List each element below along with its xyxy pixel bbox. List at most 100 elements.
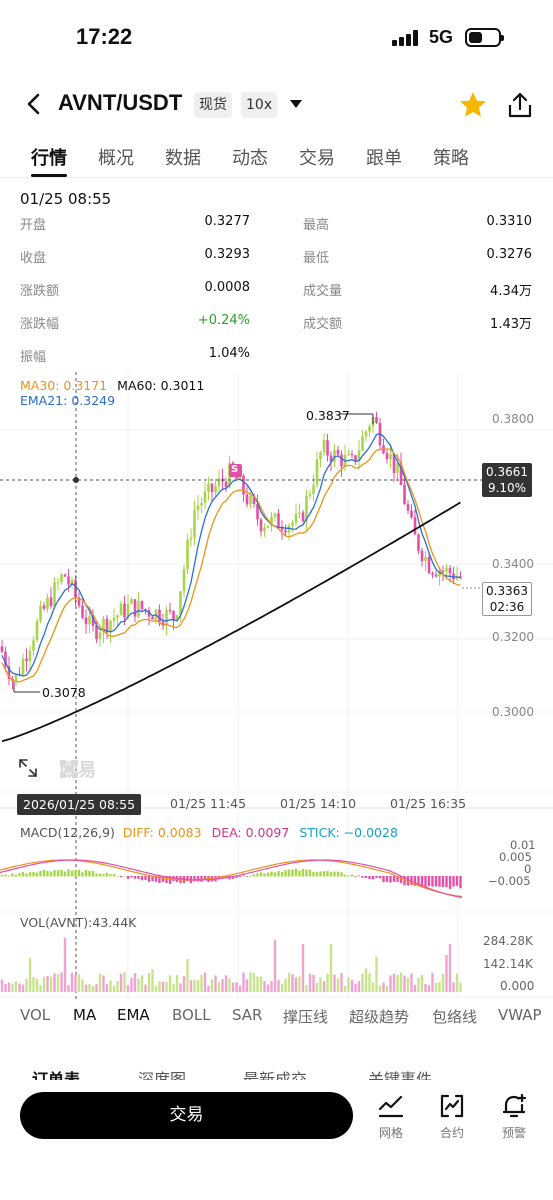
macd-legend: MACD(12,26,9) DIFF: 0.0083 DEA: 0.0097 S… [20,825,398,840]
volume-bar [42,976,46,992]
vol-legend: VOL(AVNT):43.44K [20,915,137,930]
volume-bar [77,974,81,992]
candle-body [53,582,56,607]
grid-button[interactable]: 网格 [369,1092,413,1141]
volume-bar [133,973,137,992]
volume-bar [259,976,263,992]
volume-bar [49,976,53,992]
volume-bar [7,982,11,992]
candle-body [70,580,74,585]
chevron-down-icon[interactable] [290,100,302,108]
tab-strategy[interactable]: 策略 [433,148,469,169]
candle-body [196,505,200,511]
price-axis-label: 0.3200 [492,630,534,644]
candle-body [445,567,448,572]
volume-bar [284,978,287,992]
contract-button[interactable]: 合约 [430,1092,474,1141]
indicator-supertrend[interactable]: 超级趋势 [349,1008,410,1026]
candle-body [25,658,28,662]
indicator-envelope[interactable]: 包络线 [432,1008,478,1026]
volume-bar [11,983,14,992]
candle-body [399,462,403,485]
last-price-tag: 0.3363 02:36 [482,582,532,616]
candle-body [448,567,452,574]
legend-row-1: MA30: 0.3171 MA60: 0.3011 [20,378,204,393]
candle-body [119,603,123,616]
tab-order-book[interactable]: 订单表 [32,1070,81,1080]
star-icon[interactable] [458,90,488,120]
indicator-boll[interactable]: BOLL [172,1006,211,1024]
candle-body [326,440,329,456]
ema21-legend: EMA21: 0.3249 [20,393,116,408]
tab-trade[interactable]: 交易 [299,148,335,169]
pair-title[interactable]: AVNT/USDT [58,90,183,115]
macd-bar [305,869,308,877]
candle-body [385,453,389,460]
tab-copy[interactable]: 跟单 [366,148,402,169]
volume-bar [361,973,364,992]
share-icon[interactable] [505,90,535,120]
volume-bar [459,982,462,992]
macd-bar [333,871,336,877]
stat-value: 0.3277 [204,214,251,229]
macd-bar [392,876,396,882]
macd-axis-label: −0.005 [488,874,531,888]
tab-recent-trades[interactable]: 最新成交 [243,1070,308,1080]
time-axis-label: 01/25 16:35 [390,796,467,811]
crosshair-percent: 9.10% [487,481,527,495]
macd-bar [448,876,452,889]
macd-title: MACD(12,26,9) [20,825,115,840]
candle-body [263,527,266,532]
tab-depth[interactable]: 深度图 [138,1070,187,1080]
stat-value: 0.3310 [486,214,533,229]
indicator-vol[interactable]: VOL [20,1006,51,1024]
candle-body [340,454,343,467]
alert-button[interactable]: 预警 [492,1092,536,1141]
candle-body [301,512,305,522]
trade-button[interactable]: 交易 [20,1092,353,1139]
candle-body [158,609,161,622]
macd-bar [53,870,56,877]
candle-body [322,440,326,453]
signal-icon [392,30,418,46]
tab-overview[interactable]: 概况 [98,148,134,169]
tab-market[interactable]: 行情 [31,148,67,169]
indicator-vwap[interactable]: VWAP [498,1006,542,1024]
volume-bar [25,978,28,992]
indicator-sar[interactable]: SAR [232,1006,263,1024]
expand-icon[interactable] [19,759,37,777]
volume-bar [105,984,109,992]
tab-data[interactable]: 数据 [165,148,201,169]
macd-bar [193,876,196,882]
macd-bar [35,872,39,877]
macd-bar [452,876,455,887]
volume-bar [238,985,242,992]
kline-chart[interactable]: MA30: 0.3171 MA60: 0.3011 EMA21: 0.3249 … [0,372,553,1000]
macd-bar [329,871,333,877]
candle-body [4,651,7,667]
volume-bar [452,982,455,992]
candle-body [270,516,273,526]
macd-chart [0,859,463,899]
back-icon[interactable] [20,90,48,118]
volume-bar [67,985,70,992]
indicator-support-resistance[interactable]: 撑压线 [283,1008,329,1026]
macd-bar [403,876,406,886]
vol-axis-label: 142.14K [483,957,533,971]
candle-body [189,537,193,540]
indicator-ma[interactable]: MA [73,1006,97,1024]
candle-body [368,426,371,432]
price-axis-label: 0.3400 [492,557,534,571]
macd-bar [49,871,53,877]
candle-body [193,510,196,538]
candle-body [242,475,245,495]
tab-news[interactable]: 动态 [232,148,268,169]
candle-body [455,576,459,580]
indicator-ema[interactable]: EMA [117,1006,150,1024]
tab-key-events[interactable]: 关键事件 [368,1070,433,1080]
sell-signal-marker[interactable]: S [231,464,239,475]
candle-body [182,569,186,592]
candle-body [186,539,189,570]
volume-bar [88,984,91,992]
time-axis-label: 01/25 11:45 [170,796,247,811]
